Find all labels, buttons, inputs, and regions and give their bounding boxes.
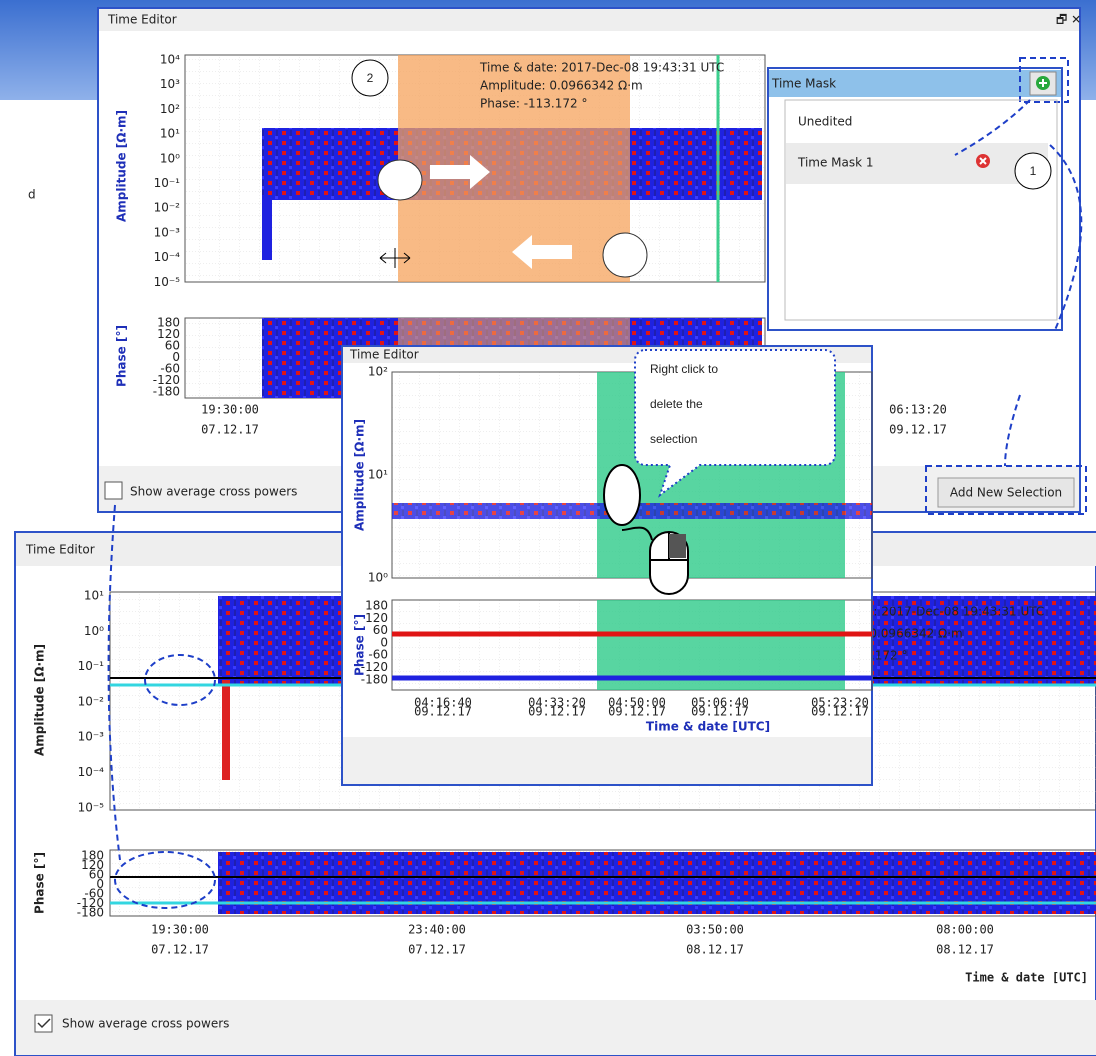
y-axis-label: Amplitude [Ω·m]	[33, 644, 47, 756]
y-tick-label: 10⁻¹	[78, 659, 105, 673]
x-tick-label: 09.12.17	[811, 705, 869, 719]
button-label[interactable]: Add New Selection	[950, 486, 1062, 500]
y-tick-label: 10²	[368, 365, 388, 379]
y-axis-label: Phase [°]	[33, 852, 47, 914]
panel-title[interactable]: Time Mask	[771, 77, 836, 91]
window-title: Time Editor	[25, 543, 95, 557]
y-tick-label: 10⁰	[368, 571, 388, 585]
y-tick-label: 10⁻¹	[154, 176, 181, 190]
y-tick-label: 10⁻³	[154, 225, 181, 239]
x-tick-label: 08.12.17	[936, 943, 994, 957]
tooltip-line: Amplitude: 0.0966342 Ω·m	[480, 79, 643, 93]
mask-item[interactable]: Unedited	[798, 115, 852, 129]
x-tick-label: 09.12.17	[691, 705, 749, 719]
time-mask-panel: Time Mask Unedited Time Mask 1 1	[768, 58, 1068, 330]
x-tick-label: 09.12.17	[414, 705, 472, 719]
x-tick-label: 07.12.17	[151, 943, 209, 957]
y-tick-label: 10⁻²	[78, 694, 105, 708]
step-marker: 2	[367, 71, 374, 85]
cropped-text: d	[28, 188, 36, 202]
x-tick-label: 07.12.17	[201, 423, 259, 437]
callout-line: selection	[650, 432, 697, 446]
y-tick-label: 10⁻³	[78, 730, 105, 744]
x-tick-label: 09.12.17	[528, 705, 586, 719]
y-tick-label: 10⁻⁴	[154, 250, 181, 264]
y-tick-label: 10¹	[84, 589, 104, 603]
mask-item[interactable]: Time Mask 1	[797, 156, 874, 170]
x-tick-label: 19:30:00	[151, 923, 209, 937]
y-tick-label: 10³	[160, 77, 180, 91]
callout-line: Right click to	[650, 362, 718, 376]
y-tick-label: 10⁻⁵	[78, 800, 105, 814]
y-tick-label: 10⁻⁴	[78, 765, 105, 779]
y-tick-label: -180	[153, 385, 180, 399]
x-axis-label: Time & date [UTC]	[965, 971, 1088, 985]
x-tick-label: 07.12.17	[408, 943, 466, 957]
y-tick-label: 10¹	[368, 468, 388, 482]
x-tick-label: 19:30:00	[201, 403, 259, 417]
tooltip-line: Phase: -113.172 °	[480, 97, 587, 111]
x-tick-label: 06:13:20	[889, 403, 947, 417]
x-axis-label: Time & date [UTC]	[646, 720, 770, 734]
x-tick-label: 23:40:00	[408, 923, 466, 937]
x-tick-label: 03:50:00	[686, 923, 744, 937]
checkbox-label[interactable]: Show average cross powers	[130, 485, 297, 499]
y-axis-label: Amplitude [Ω·m]	[353, 419, 367, 531]
y-tick-label: 10⁰	[84, 624, 104, 638]
callout-line: delete the	[650, 397, 703, 411]
checkbox-label[interactable]: Show average cross powers	[62, 1017, 229, 1031]
y-axis-label: Amplitude [Ω·m]	[115, 110, 129, 222]
y-tick-label: 10⁻²	[154, 201, 181, 215]
screen: d Time Editor 🗗 ✕ 2 Show average cross p…	[0, 0, 1096, 1056]
y-tick-label: -180	[77, 906, 104, 920]
window-title: Time Editor	[107, 13, 177, 27]
x-tick-label: 09.12.17	[889, 423, 947, 437]
y-tick-label: 10⁰	[160, 151, 180, 165]
x-tick-label: 09.12.17	[608, 705, 666, 719]
y-tick-label: 10¹	[160, 127, 180, 141]
y-tick-label: 10⁻⁵	[154, 275, 181, 289]
y-tick-label: 10⁴	[160, 53, 180, 67]
step-marker: 1	[1030, 164, 1037, 178]
x-tick-label: 08.12.17	[686, 943, 744, 957]
y-tick-label: 10²	[160, 102, 180, 116]
x-tick-label: 08:00:00	[936, 923, 994, 937]
y-axis-label: Phase [°]	[115, 325, 129, 387]
window-title: Time Editor	[349, 348, 419, 362]
tooltip-line: Time & date: 2017-Dec-08 19:43:31 UTC	[479, 61, 724, 75]
window-buttons[interactable]: 🗗 ✕	[1056, 13, 1081, 27]
y-axis-label: Phase [°]	[353, 614, 367, 676]
